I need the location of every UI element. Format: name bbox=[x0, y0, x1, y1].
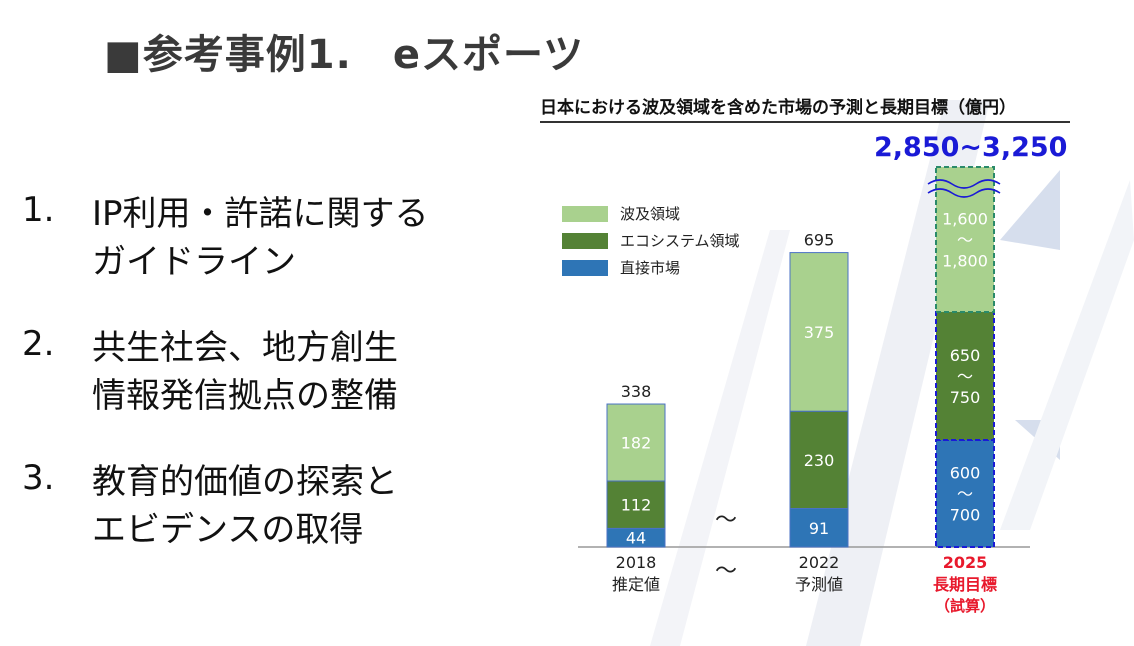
axis-break-mark bbox=[927, 179, 1001, 189]
list-number: 3. bbox=[22, 458, 55, 498]
category-year-label: 2025 bbox=[943, 553, 988, 572]
target-bar-segment bbox=[935, 439, 995, 548]
bar-value-label: 1,800 bbox=[942, 252, 988, 271]
category-label: 長期目標 bbox=[933, 575, 997, 594]
list-text: 共生社会、地方創生 bbox=[92, 328, 398, 368]
bar-value-label: 750 bbox=[950, 388, 981, 407]
list-number: 2. bbox=[22, 324, 55, 364]
list-text: ガイドライン bbox=[92, 242, 296, 282]
legend-swatch bbox=[562, 259, 608, 276]
bar-value-label: 600 bbox=[950, 464, 981, 483]
category-year-label: 2022 bbox=[799, 553, 840, 572]
category-label: 予測値 bbox=[795, 575, 843, 594]
legend-swatch bbox=[562, 205, 608, 222]
bar-segment bbox=[789, 252, 849, 412]
category-label: 推定値 bbox=[612, 575, 660, 594]
legend-label: 波及領域 bbox=[620, 205, 681, 223]
bar-value-label: 〜 bbox=[957, 485, 973, 504]
bar-value-label: 375 bbox=[804, 323, 835, 342]
list-item: 3. 教育的価値の探索と エビデンスの取得 bbox=[22, 458, 429, 554]
category-year-label: 2018 bbox=[616, 553, 657, 572]
chart-title: 日本における波及領域を含めた市場の予測と長期目標（億円） bbox=[540, 93, 1070, 123]
bar-value-label: 1,600 bbox=[942, 210, 988, 229]
legend-item: 直接市場 bbox=[562, 254, 740, 281]
bar-segment bbox=[606, 403, 666, 482]
list-text: エビデンスの取得 bbox=[92, 510, 364, 550]
category-sub-label: （試算） bbox=[935, 597, 995, 615]
chart-legend: 波及領域 エコシステム領域 直接市場 bbox=[562, 200, 740, 281]
point-list: 1. IP利用・許諾に関する ガイドライン 2. 共生社会、地方創生 情報発信拠… bbox=[22, 190, 429, 592]
bar-value-label: 182 bbox=[621, 434, 652, 453]
list-item: 1. IP利用・許諾に関する ガイドライン bbox=[22, 190, 429, 286]
list-item: 2. 共生社会、地方創生 情報発信拠点の整備 bbox=[22, 324, 429, 420]
legend-swatch bbox=[562, 232, 608, 249]
page-title: ■参考事例1. eスポーツ bbox=[104, 32, 585, 78]
legend-label: エコシステム領域 bbox=[620, 232, 740, 250]
list-text: 情報発信拠点の整備 bbox=[92, 376, 398, 416]
list-text: 教育的価値の探索と bbox=[92, 462, 398, 502]
bar-value-label: 〜 bbox=[957, 367, 973, 386]
legend-label: 直接市場 bbox=[620, 259, 681, 277]
bar-value-label: 44 bbox=[626, 529, 646, 548]
bar-total-label: 338 bbox=[621, 382, 652, 401]
gap-mark: 〜 bbox=[715, 508, 737, 533]
bar-segment bbox=[606, 480, 666, 529]
bar-value-label: 91 bbox=[809, 519, 829, 538]
bar-value-label: 230 bbox=[804, 451, 835, 470]
axis-break-mark bbox=[927, 188, 1001, 198]
bar-value-label: 650 bbox=[950, 346, 981, 365]
bar-total-label: 695 bbox=[804, 231, 835, 250]
bar-segment bbox=[789, 508, 849, 548]
target-total-label: 2,850~3,250 bbox=[874, 132, 1068, 163]
bar-value-label: 〜 bbox=[957, 231, 973, 250]
bar-value-label: 700 bbox=[950, 506, 981, 525]
list-number: 1. bbox=[22, 190, 55, 230]
legend-item: エコシステム領域 bbox=[562, 227, 740, 254]
bar-value-label: 112 bbox=[621, 496, 652, 515]
gap-mark: 〜 bbox=[715, 559, 737, 584]
bar-segment bbox=[789, 410, 849, 510]
legend-item: 波及領域 bbox=[562, 200, 740, 227]
target-bar-segment bbox=[935, 166, 995, 313]
list-text: IP利用・許諾に関する bbox=[92, 194, 429, 234]
